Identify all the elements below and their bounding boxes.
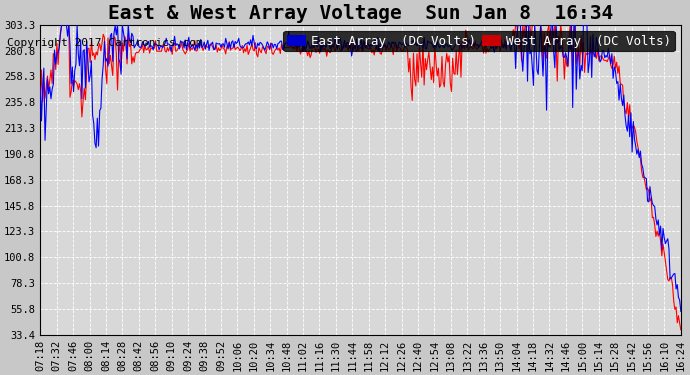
Legend: East Array  (DC Volts), West Array  (DC Volts): East Array (DC Volts), West Array (DC Vo… [284, 31, 675, 51]
Title: East & West Array Voltage  Sun Jan 8  16:34: East & West Array Voltage Sun Jan 8 16:3… [108, 4, 613, 23]
Text: Copyright 2017 Cartronics.com: Copyright 2017 Cartronics.com [7, 38, 203, 48]
